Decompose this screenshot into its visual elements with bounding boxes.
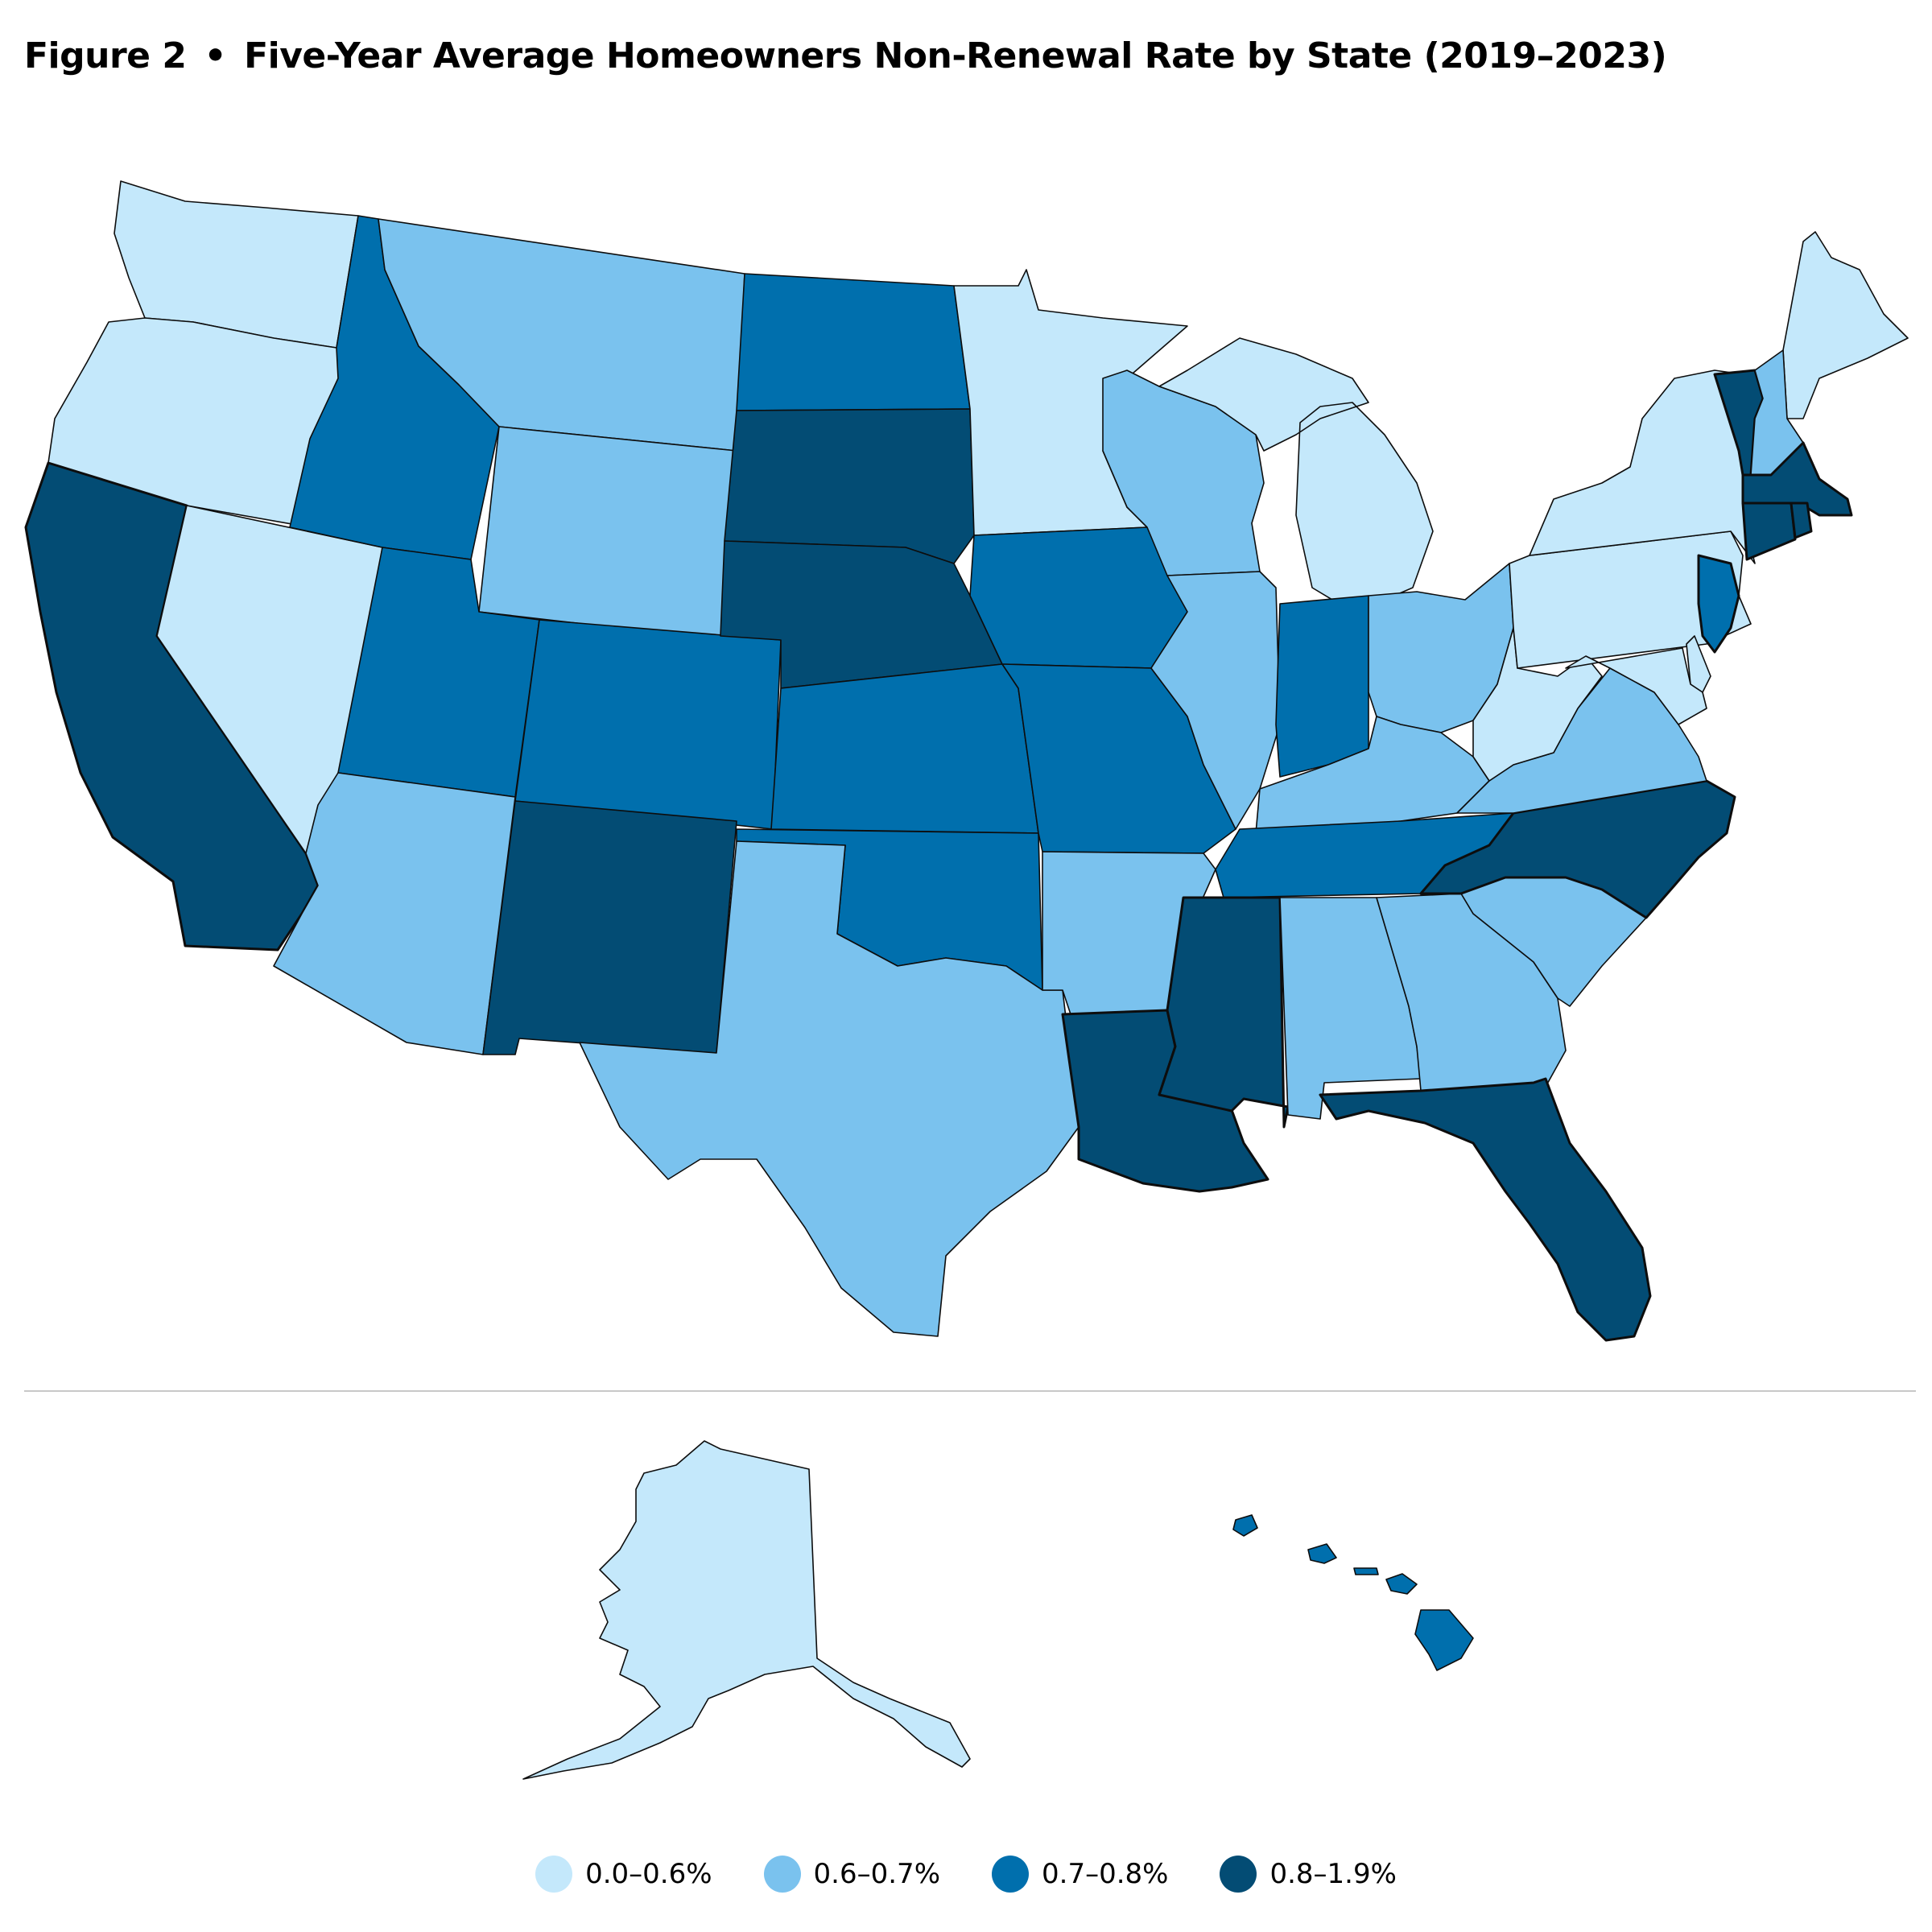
- contiguous-us: [24, 180, 1909, 1342]
- legend-swatch: [763, 1856, 801, 1893]
- state-ms[interactable]: [1158, 896, 1290, 1129]
- state-ct[interactable]: [1741, 502, 1797, 561]
- title-separator: •: [204, 35, 227, 76]
- state-ri[interactable]: [1790, 502, 1813, 539]
- state-in[interactable]: [1275, 595, 1369, 778]
- state-ks[interactable]: [770, 663, 1039, 834]
- legend-label: 0.0–0.6%: [585, 1858, 712, 1890]
- state-hi-kauai[interactable]: [1232, 1514, 1258, 1537]
- state-hi-oahu[interactable]: [1307, 1543, 1337, 1564]
- figure-title: Figure 2 • Five-Year Average Homeowners No…: [24, 35, 1667, 76]
- figure-label: Figure 2: [24, 35, 187, 76]
- state-nd[interactable]: [736, 273, 971, 411]
- figure-title-text: Five-Year Average Homeowners Non-Renewal…: [244, 35, 1667, 76]
- state-il[interactable]: [1150, 571, 1281, 830]
- state-hi-molokai[interactable]: [1353, 1567, 1379, 1575]
- state-mi[interactable]: [1158, 337, 1434, 603]
- state-or[interactable]: [47, 317, 349, 528]
- state-ny[interactable]: [1529, 369, 1756, 564]
- legend-item-bin-1: 0.6–0.7%: [763, 1856, 940, 1893]
- state-nc[interactable]: [1419, 779, 1736, 919]
- state-sd[interactable]: [724, 408, 975, 564]
- state-md[interactable]: [1565, 647, 1707, 725]
- inset-divider: [24, 1390, 1916, 1392]
- state-nj[interactable]: [1697, 554, 1740, 654]
- legend-label: 0.8–1.9%: [1269, 1858, 1397, 1890]
- state-tx[interactable]: [579, 840, 1080, 1337]
- state-fl[interactable]: [1319, 1077, 1652, 1342]
- state-nm[interactable]: [482, 800, 737, 1055]
- legend-swatch: [1220, 1856, 1257, 1893]
- legend-item-bin-3: 0.8–1.9%: [1220, 1856, 1397, 1893]
- state-wy[interactable]: [478, 426, 737, 641]
- state-ak[interactable]: [522, 1440, 971, 1780]
- legend-item-bin-2: 0.7–0.8%: [992, 1856, 1168, 1893]
- alaska-inset: [522, 1440, 971, 1780]
- state-ia[interactable]: [969, 526, 1188, 669]
- state-hi-maui[interactable]: [1385, 1573, 1418, 1595]
- legend-label: 0.7–0.8%: [1042, 1858, 1169, 1890]
- state-de[interactable]: [1686, 635, 1711, 693]
- state-hi-big-island[interactable]: [1414, 1609, 1474, 1671]
- state-co[interactable]: [514, 619, 782, 830]
- map-legend: 0.0–0.6% 0.6–0.7% 0.7–0.8% 0.8–1.9%: [0, 1856, 1932, 1893]
- legend-swatch: [535, 1856, 573, 1893]
- legend-item-bin-0: 0.0–0.6%: [535, 1856, 712, 1893]
- state-me[interactable]: [1782, 231, 1909, 419]
- legend-label: 0.6–0.7%: [813, 1858, 940, 1890]
- legend-swatch: [992, 1856, 1029, 1893]
- hawaii-inset: [1232, 1514, 1474, 1671]
